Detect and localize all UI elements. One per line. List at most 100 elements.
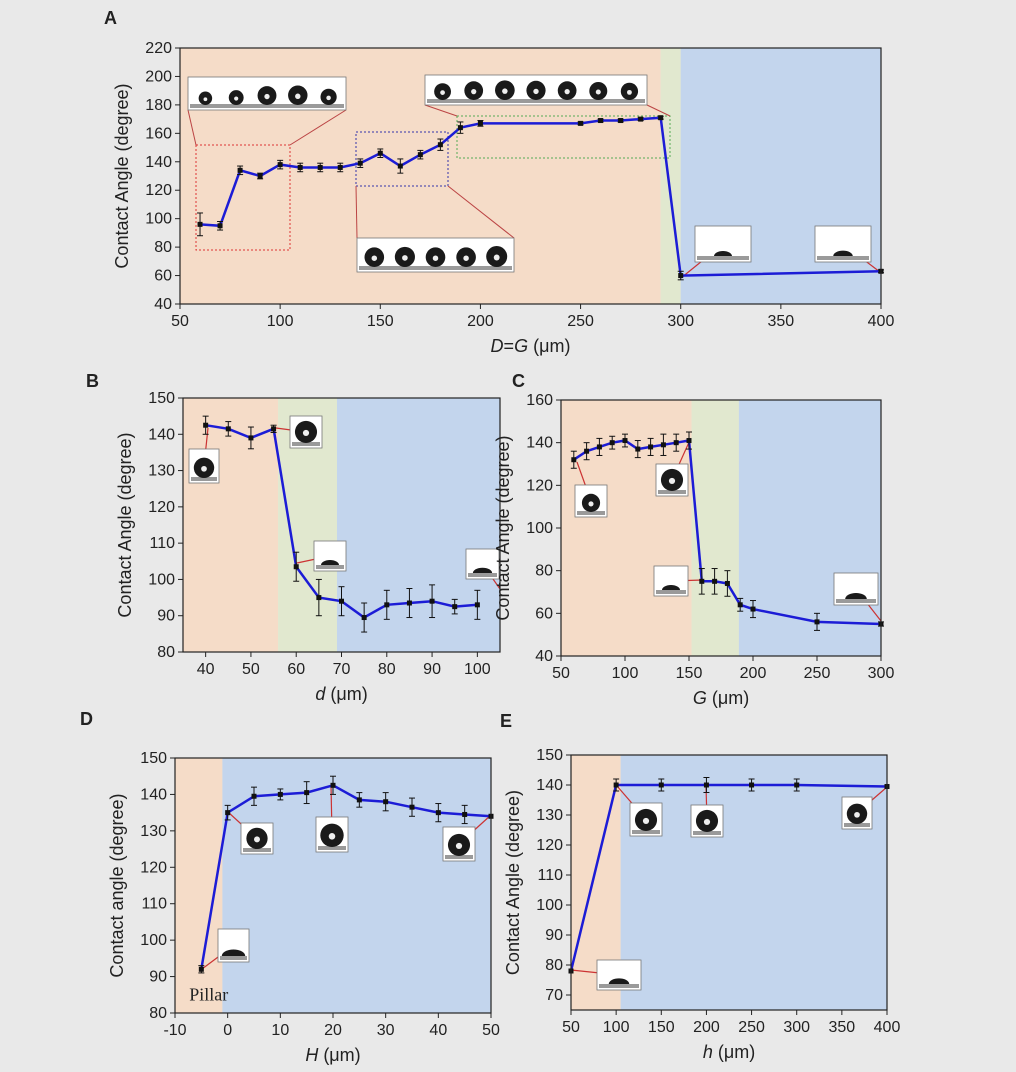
y-tick-label: 120 [526, 477, 553, 494]
chart-panel-a: A 50 100 150 200 250 300 350 400 40 60 80 100 120 140 1… [104, 8, 894, 356]
substrate [316, 565, 344, 569]
droplet-image-inset [574, 461, 608, 518]
data-point [814, 619, 820, 625]
substrate [836, 599, 876, 603]
substrate [693, 831, 721, 835]
data-point [417, 152, 423, 158]
y-tick-label: 140 [145, 154, 172, 171]
data-point [648, 444, 654, 450]
y-tick-label: 80 [157, 644, 175, 661]
y-axis-label: Contact Angle (degree) [493, 435, 513, 620]
series-line [200, 783, 492, 970]
y-tick-label: 200 [145, 68, 172, 85]
zoom-connector [289, 109, 347, 146]
data-point [712, 578, 718, 584]
data-point [397, 163, 403, 169]
data-point [618, 118, 624, 124]
substrate [243, 848, 271, 852]
droplet-highlight [533, 88, 539, 95]
y-tick-label: 140 [526, 435, 553, 452]
data-point [225, 810, 231, 816]
droplet [221, 949, 246, 956]
data-point [409, 804, 415, 810]
y-tick-label: 110 [141, 896, 167, 913]
data-point [297, 164, 303, 170]
droplet-highlight [471, 89, 477, 95]
y-tick-label: 150 [536, 747, 563, 764]
substrate [318, 846, 346, 850]
chart-panel-c: C 50 100 150 200 250 300 40 60 80 100 120 140 160 G (μ… [493, 371, 894, 708]
x-tick-label: 200 [740, 665, 767, 682]
data-point [271, 426, 277, 432]
x-tick-label: 300 [868, 665, 895, 682]
data-point [384, 602, 390, 608]
y-tick-label: 130 [536, 807, 563, 824]
plot-frame [570, 754, 888, 1011]
y-tick-label: 140 [148, 426, 175, 443]
y-tick-label: 60 [154, 268, 172, 285]
zoom-frame [195, 144, 291, 251]
y-tick-label: 150 [148, 390, 175, 407]
droplet-image-inset [296, 540, 347, 572]
y-tick-label: 220 [145, 40, 172, 57]
pillar-annotation: Pillar [189, 984, 228, 1004]
x-tick-label: 250 [738, 1019, 765, 1036]
y-tick-label: 100 [526, 520, 553, 537]
y-axis-label: Contact Angle (degree) [112, 83, 132, 268]
data-point [339, 598, 344, 604]
x-tick-label: 30 [377, 1022, 395, 1039]
data-point [237, 167, 243, 173]
y-tick-label: 140 [140, 786, 167, 803]
x-tick-label: 50 [242, 661, 260, 678]
data-point [357, 160, 363, 166]
droplet-highlight [402, 255, 408, 261]
plot-frame [174, 757, 492, 1014]
data-point [337, 164, 343, 170]
y-tick-label: 110 [149, 535, 175, 552]
x-tick-label: 300 [667, 313, 694, 330]
y-axis-label: Contact Angle (degree) [115, 432, 135, 617]
droplet-image-inset [227, 811, 274, 855]
x-tick-label: 10 [271, 1022, 289, 1039]
y-tick-label: 120 [140, 859, 167, 876]
y-tick-label: 160 [526, 392, 553, 409]
x-axis-label: D=G (μm) [491, 336, 571, 356]
droplet-highlight [668, 477, 676, 485]
data-point [304, 790, 310, 796]
droplet-image-inset [680, 225, 752, 279]
wetting-region [222, 758, 491, 1013]
zoom-frame [355, 131, 449, 187]
data-point [437, 142, 443, 148]
droplet-highlight [502, 88, 508, 94]
zoom-connector [187, 109, 197, 146]
panel-letter: E [500, 711, 512, 731]
wetting-region [660, 48, 681, 304]
droplet-highlight [254, 836, 260, 843]
y-tick-label: 150 [140, 750, 167, 767]
data-point [474, 602, 480, 608]
data-point [383, 799, 389, 805]
y-tick-label: 80 [154, 239, 172, 256]
droplet-image-inset [442, 814, 492, 862]
substrate [220, 956, 247, 960]
droplet-highlight [201, 465, 207, 472]
x-tick-label: 80 [378, 661, 396, 678]
y-tick-label: 80 [535, 563, 553, 580]
droplet-image-inset [833, 572, 882, 622]
y-tick-label: 90 [545, 927, 563, 944]
data-point [203, 422, 209, 428]
x-tick-label: 70 [333, 661, 351, 678]
zoom-connector [424, 104, 458, 117]
y-tick-label: 120 [148, 499, 175, 516]
droplet [833, 250, 853, 256]
x-tick-label: 100 [603, 1019, 630, 1036]
zoom-frame [456, 115, 671, 159]
data-point [361, 615, 367, 621]
x-tick-label: 60 [287, 661, 305, 678]
y-tick-label: 140 [536, 777, 563, 794]
panel-letter: D [80, 709, 93, 729]
data-point [686, 438, 692, 444]
x-tick-label: 250 [567, 313, 594, 330]
wetting-region [620, 755, 887, 1010]
droplet-highlight [703, 818, 711, 826]
